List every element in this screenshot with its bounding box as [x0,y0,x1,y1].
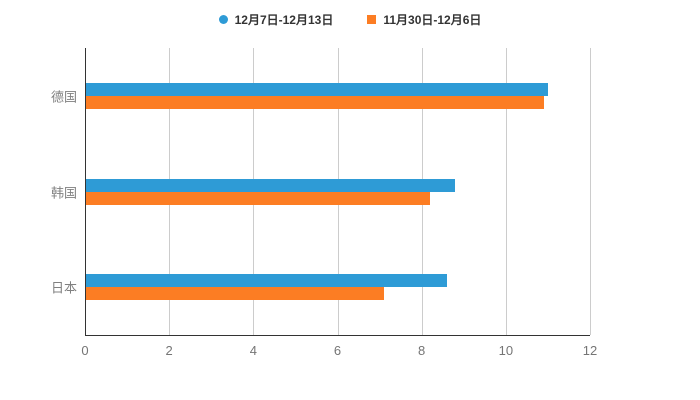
bar-德国-12月7日-12月13日[interactable] [86,82,548,96]
gridline [85,48,86,335]
x-tick-label: 0 [81,343,89,358]
chart-legend: 12月7日-12月13日 11月30日-12月6日 [0,8,700,30]
bar-韩国-12月7日-12月13日[interactable] [86,178,456,192]
category-label: 日本 [50,280,77,296]
x-tick-label: 12 [582,343,598,358]
bar-韩国-11月30日-12月6日[interactable] [86,191,431,205]
category-label: 德国 [50,89,77,105]
legend-item-week1[interactable]: 12月7日-12月13日 [218,11,334,28]
legend-label: 12月7日-12月13日 [234,12,334,27]
legend-marker-blue-icon [218,14,228,24]
gridline [590,48,591,335]
bar-德国-11月30日-12月6日[interactable] [86,95,544,109]
bar-日本-12月7日-12月13日[interactable] [86,274,447,288]
bar-日本-11月30日-12月6日[interactable] [86,287,384,301]
x-tick-label: 10 [498,343,514,358]
x-tick-label: 4 [249,343,257,358]
legend-item-week2[interactable]: 11月30日-12月6日 [367,11,481,28]
x-tick-label: 2 [165,343,173,358]
legend-marker-orange-icon [367,14,377,24]
gridline [505,48,507,335]
x-axis-line [85,335,590,336]
legend-label: 11月30日-12月6日 [383,12,482,27]
category-label: 韩国 [50,185,77,200]
x-tick-label: 6 [333,343,342,358]
x-tick-label: 8 [418,343,426,358]
